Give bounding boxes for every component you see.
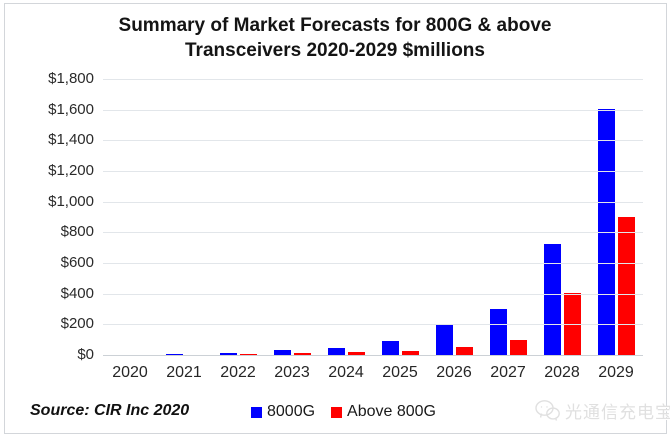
bar-8000g-2028 (543, 244, 561, 355)
legend-label-8000g: 8000G (267, 403, 316, 420)
bar-8000g-2029 (597, 108, 615, 355)
gridline (103, 140, 643, 142)
chart-title: Summary of Market Forecasts for 800G & a… (0, 13, 670, 63)
y-tick-label: $200 (60, 315, 94, 333)
y-tick-label: $400 (60, 284, 94, 302)
gridline (103, 293, 643, 295)
bar-8000g-2022 (219, 352, 237, 355)
bar-above-800g-2028 (563, 292, 581, 355)
bar-group-2029 (589, 79, 643, 355)
x-tick-label: 2029 (598, 364, 634, 381)
gridline (103, 263, 643, 264)
legend: 8000G Above 800G (251, 403, 436, 421)
legend-item-8000g: 8000G (251, 403, 315, 421)
bar-group-2021 (157, 79, 211, 355)
plot-area (103, 79, 643, 356)
bar-groups (103, 79, 643, 355)
x-tick-label: 2024 (328, 364, 364, 381)
bar-8000g-2025 (381, 341, 399, 355)
bar-8000g-2026 (435, 325, 453, 355)
x-tick-label: 2027 (490, 364, 526, 381)
bar-8000g-2021 (165, 354, 183, 355)
bar-8000g-2024 (327, 348, 345, 355)
x-tick-label: 2021 (166, 364, 202, 381)
x-tick-label: 2020 (112, 364, 148, 381)
y-tick-label: $1,400 (48, 131, 94, 149)
bar-group-2025 (373, 79, 427, 355)
legend-swatch-above-800g (331, 406, 343, 418)
gridline (103, 171, 643, 172)
bar-group-2026 (427, 79, 481, 355)
source-note: Source: CIR Inc 2020 (30, 402, 190, 419)
bar-group-2027 (481, 79, 535, 355)
x-tick-label: 2026 (436, 364, 472, 381)
x-tick-label: 2022 (220, 364, 256, 381)
y-tick-label: $600 (60, 254, 94, 271)
x-axis-labels: 2020 2021 2022 2023 2024 2025 2026 2027 2028 2029 (103, 364, 643, 382)
x-axis-baseline (103, 355, 643, 356)
bar-above-800g-2024 (347, 351, 365, 355)
bar-8000g-2027 (489, 308, 507, 355)
x-tick-label: 2025 (382, 364, 418, 381)
gridline (103, 201, 643, 203)
legend-swatch-8000g (251, 406, 262, 418)
gridline (103, 79, 643, 80)
y-tick-label: $1,800 (48, 70, 94, 87)
gridline (103, 232, 643, 234)
bar-group-2023 (265, 79, 319, 355)
bar-above-800g-2025 (401, 351, 419, 355)
watermark-text: 光通信充电宝 (565, 403, 670, 422)
y-tick-label: $800 (60, 223, 94, 241)
bar-above-800g-2023 (293, 353, 311, 355)
y-tick-label: $0 (77, 346, 94, 363)
gridline (103, 324, 643, 326)
gridline (103, 109, 643, 111)
bar-above-800g-2022 (239, 354, 257, 355)
x-tick-label: 2028 (544, 364, 580, 381)
watermark: 光通信充电宝 (534, 398, 670, 423)
bar-group-2022 (211, 79, 265, 355)
legend-item-above-800g: Above 800G (331, 403, 436, 421)
y-tick-label: $1,600 (48, 100, 94, 118)
x-tick-label: 2023 (274, 364, 310, 381)
bar-group-2024 (319, 79, 373, 355)
y-tick-label: $1,200 (48, 162, 94, 179)
wechat-icon (535, 400, 560, 421)
bar-8000g-2023 (273, 350, 291, 355)
bar-group-2028 (535, 79, 589, 355)
bar-above-800g-2029 (617, 216, 635, 355)
bar-above-800g-2026 (455, 347, 473, 355)
bar-group-2020 (103, 79, 157, 355)
y-tick-label: $1,000 (48, 192, 94, 210)
y-axis-labels: $1,800 $1,600 $1,400 $1,200 $1,000 $800 $600 $4… (0, 70, 94, 363)
chart-title-line1: Summary of Market Forecasts for 800G & a… (118, 15, 552, 36)
bar-above-800g-2027 (509, 339, 527, 355)
chart-title-line2: Transceivers 2020-2029 $millions (185, 40, 485, 61)
legend-label-above-800g: Above 800G (347, 403, 436, 420)
